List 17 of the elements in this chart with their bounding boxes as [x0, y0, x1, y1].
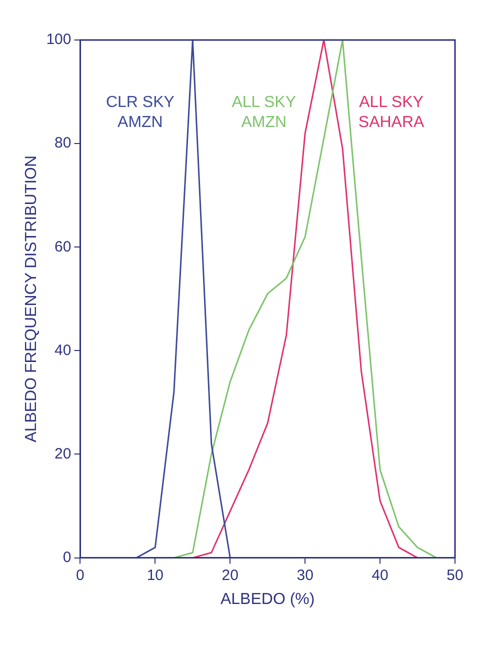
x-tick-label: 30	[296, 566, 314, 584]
x-tick-label: 20	[222, 566, 238, 584]
series-label: CLR SKY AMZN	[106, 94, 175, 131]
x-tick-label: 50	[446, 566, 464, 584]
x-tick-label: 10	[146, 566, 164, 584]
series-label: ALL SKY SAHARA	[358, 94, 425, 131]
y-tick-label: 20	[54, 445, 72, 462]
x-axis-title: ALBEDO (%)	[220, 590, 315, 608]
y-tick-label: 0	[62, 548, 72, 566]
y-axis-title: ALBEDO FREQUENCY DISTRIBUTION	[23, 155, 40, 442]
y-tick-label: 60	[54, 238, 72, 256]
series-label: ALL SKY AMZN	[232, 94, 296, 131]
y-tick-label: 100	[46, 31, 72, 48]
x-tick-label: 0	[76, 566, 84, 584]
x-tick-label: 40	[372, 566, 388, 584]
y-tick-label: 80	[54, 134, 72, 152]
y-tick-label: 40	[54, 342, 72, 359]
